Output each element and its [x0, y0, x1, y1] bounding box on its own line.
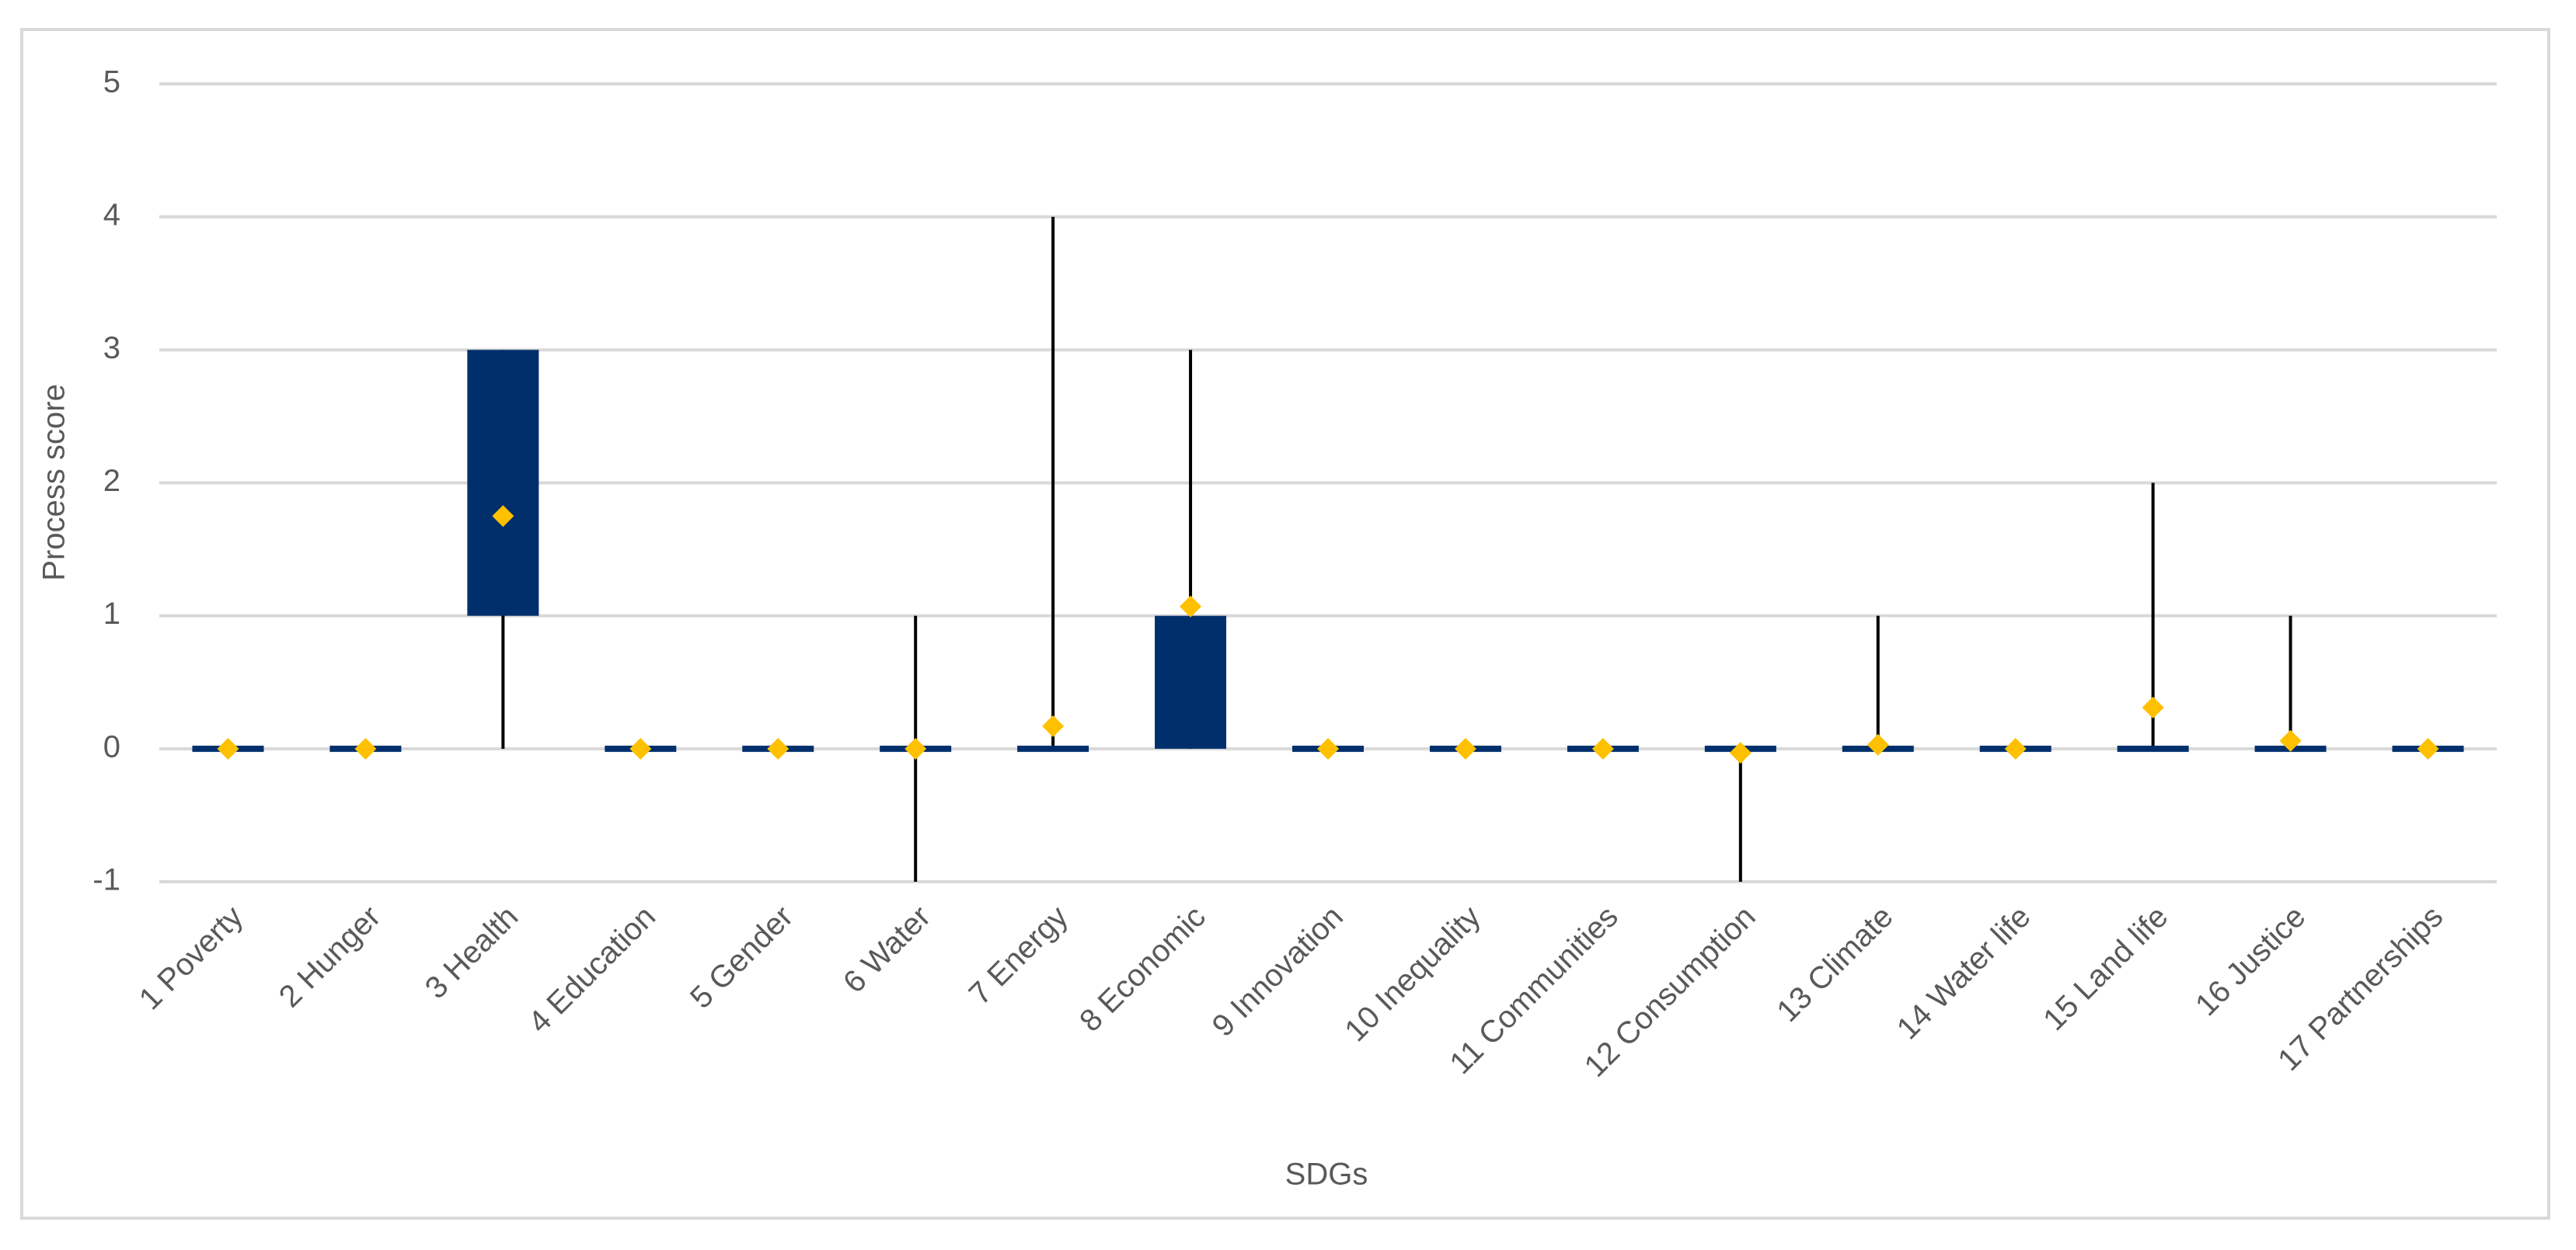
mean-marker [905, 737, 927, 760]
y-tick-label: 0 [103, 729, 120, 764]
y-tick-label: 3 [103, 331, 120, 365]
mean-marker [767, 737, 790, 760]
chart-border [20, 28, 2550, 1220]
box [467, 350, 539, 616]
mean-marker [1729, 741, 1752, 764]
y-tick-label: 4 [103, 198, 120, 232]
box [2117, 745, 2189, 752]
mean-marker [492, 505, 514, 528]
mean-marker [2417, 737, 2439, 760]
x-axis-title: SDGs [1285, 1158, 1368, 1192]
mean-marker [1867, 733, 1889, 756]
mean-marker [2004, 737, 2027, 760]
mean-marker [354, 737, 377, 760]
y-tick-label: 2 [103, 464, 120, 498]
mean-marker [2142, 696, 2164, 719]
mean-marker [1042, 715, 1065, 737]
mean-marker [2279, 729, 2302, 752]
y-tick-label: -1 [92, 863, 120, 897]
mean-marker [629, 737, 652, 760]
y-axis-title: Process score [37, 384, 71, 580]
mean-marker [217, 737, 239, 760]
y-tick-label: 5 [103, 65, 120, 99]
mean-marker [1180, 595, 1202, 618]
mean-marker [1454, 737, 1476, 760]
mean-marker [1591, 737, 1614, 760]
mean-marker [1317, 737, 1339, 760]
box [1155, 615, 1227, 749]
box [1017, 745, 1089, 752]
y-tick-label: 1 [103, 597, 120, 631]
